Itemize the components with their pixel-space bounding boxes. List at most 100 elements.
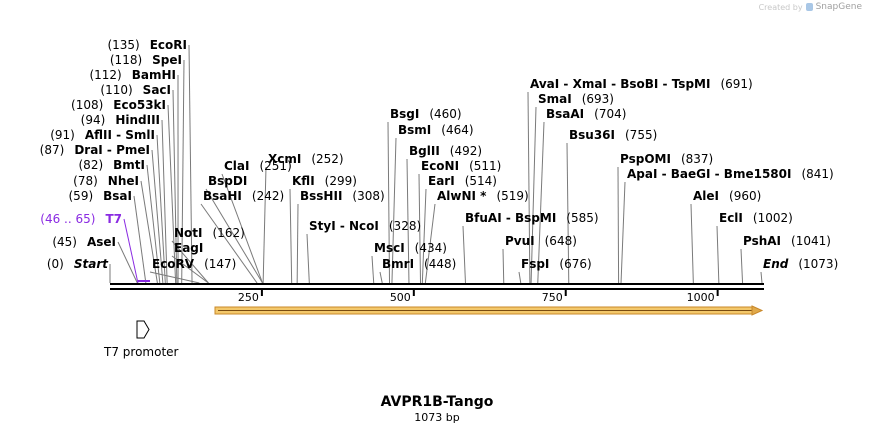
leader-line-bglii bbox=[406, 158, 410, 284]
site-name-bfuai[interactable]: BfuAI - BspMI bbox=[465, 211, 556, 225]
site-position-bmri: (448) bbox=[424, 257, 456, 271]
site-position-eco53ki: (108) bbox=[71, 98, 103, 112]
site-position-start: (0) bbox=[47, 257, 64, 271]
site-name-nhei[interactable]: NheI bbox=[108, 174, 139, 188]
site-name-bsahi[interactable]: BsaHI bbox=[203, 189, 242, 203]
ruler-label-750: 750 bbox=[542, 291, 563, 304]
t7-promoter-arrow[interactable] bbox=[136, 320, 150, 339]
leader-line-econi bbox=[418, 173, 422, 284]
leader-line-eagi bbox=[171, 255, 209, 284]
ruler-label-250: 250 bbox=[238, 291, 259, 304]
site-name-pshai[interactable]: PshAI bbox=[743, 234, 781, 248]
site-name-eagi[interactable]: EagI bbox=[174, 241, 203, 255]
leader-line-avai bbox=[527, 91, 531, 284]
site-name-aflii[interactable]: AflII - SmlI bbox=[85, 128, 155, 142]
leader-line-bsmi bbox=[391, 137, 397, 284]
site-position-alwni: (519) bbox=[496, 189, 528, 203]
ruler-tick-750 bbox=[564, 290, 567, 296]
site-name-bsai[interactable]: BsaI bbox=[103, 189, 132, 203]
site-position-bglii: (492) bbox=[450, 144, 482, 158]
site-name-saci[interactable]: SacI bbox=[143, 83, 171, 97]
site-name-ecli[interactable]: EclI bbox=[719, 211, 743, 225]
site-name-fspi[interactable]: FspI bbox=[521, 257, 549, 271]
leader-line-alwni bbox=[424, 203, 436, 284]
site-position-aflii: (91) bbox=[50, 128, 75, 142]
site-labels: (0) Start (45) AseI (46 .. 65) T7 (59) BsaI (78)… bbox=[40, 38, 839, 271]
construct-length: 1073 bp bbox=[414, 411, 460, 424]
site-name-bsshii[interactable]: BssHII bbox=[300, 189, 342, 203]
site-name-asei[interactable]: AseI bbox=[87, 235, 116, 249]
orf-arrow[interactable] bbox=[214, 305, 764, 316]
site-name-bmri[interactable]: BmrI bbox=[382, 257, 414, 271]
site-name-pspomi[interactable]: PspOMI bbox=[620, 152, 671, 166]
leader-line-xcmi bbox=[262, 166, 267, 284]
leader-line-saci bbox=[172, 89, 178, 284]
site-name-bspdi[interactable]: BspDI bbox=[208, 174, 247, 188]
site-name-alei[interactable]: AleI bbox=[693, 189, 719, 203]
leader-line-bsai bbox=[133, 195, 147, 284]
site-name-clai[interactable]: ClaI bbox=[224, 159, 249, 173]
leader-line-pshai bbox=[740, 248, 744, 284]
leader-line-drai bbox=[151, 149, 164, 284]
ruler-label-500: 500 bbox=[390, 291, 411, 304]
site-position-styi: (328) bbox=[389, 219, 421, 233]
site-name-drai[interactable]: DraI - PmeI bbox=[74, 143, 150, 157]
site-name-apai[interactable]: ApaI - BaeGI - Bme1580I bbox=[627, 167, 791, 181]
site-name-spei[interactable]: SpeI bbox=[152, 53, 182, 67]
ruler-tick-250 bbox=[260, 290, 263, 296]
site-position-bsaai: (704) bbox=[594, 107, 626, 121]
site-name-start[interactable]: Start bbox=[74, 257, 109, 271]
site-name-bamhi[interactable]: BamHI bbox=[132, 68, 176, 82]
ruler-ticks: 250 500 750 1000 bbox=[238, 290, 719, 304]
leader-line-nhei bbox=[140, 180, 158, 284]
leader-line-end bbox=[760, 271, 763, 284]
site-position-bfuai: (585) bbox=[566, 211, 598, 225]
site-position-pspomi: (837) bbox=[681, 152, 713, 166]
site-name-ecori[interactable]: EcoRI bbox=[150, 38, 187, 52]
leader-line-alei bbox=[690, 203, 694, 284]
site-position-bamhi: (112) bbox=[89, 68, 121, 82]
site-name-bsgi[interactable]: BsgI bbox=[390, 107, 419, 121]
site-name-hindiii[interactable]: HindIII bbox=[115, 113, 160, 127]
site-name-msci[interactable]: MscI bbox=[374, 241, 405, 255]
site-name-xcmi[interactable]: XcmI bbox=[268, 152, 301, 166]
construct-title: AVPR1B-Tango bbox=[380, 394, 494, 410]
site-position-ecli: (1002) bbox=[753, 211, 793, 225]
leader-line-hindiii bbox=[161, 119, 168, 284]
credit-brand: SnapGene bbox=[815, 2, 862, 12]
site-name-avai[interactable]: AvaI - XmaI - BsoBI - TspMI bbox=[530, 77, 710, 91]
ruler-tick-1000 bbox=[716, 290, 719, 296]
site-name-noti[interactable]: NotI bbox=[174, 226, 203, 240]
site-name-kfli[interactable]: KflI bbox=[292, 174, 315, 188]
site-name-smai[interactable]: SmaI bbox=[538, 92, 572, 106]
site-position-spei: (118) bbox=[110, 53, 142, 67]
site-position-t7: (46 .. 65) bbox=[40, 212, 95, 226]
site-position-bsgi: (460) bbox=[429, 107, 461, 121]
leader-line-noti bbox=[171, 240, 209, 284]
leader-line-ecori bbox=[188, 44, 193, 284]
site-name-styi[interactable]: StyI - NcoI bbox=[309, 219, 379, 233]
leader-line-clai bbox=[221, 173, 263, 284]
leader-line-smai bbox=[530, 106, 537, 284]
site-name-pvui[interactable]: PvuI bbox=[505, 234, 535, 248]
site-name-econi[interactable]: EcoNI bbox=[421, 159, 459, 173]
leader-lines bbox=[109, 44, 763, 284]
site-name-bsu36i[interactable]: Bsu36I bbox=[569, 128, 615, 142]
site-position-smai: (693) bbox=[582, 92, 614, 106]
site-name-bsaai[interactable]: BsaAI bbox=[546, 107, 584, 121]
site-name-alwni[interactable]: AlwNI * bbox=[437, 189, 487, 203]
site-name-end[interactable]: End bbox=[763, 257, 789, 271]
site-name-bmti[interactable]: BmtI bbox=[113, 158, 145, 172]
site-name-eco53ki[interactable]: Eco53kI bbox=[113, 98, 166, 112]
leader-line-ecorv bbox=[149, 271, 200, 284]
site-position-msci: (434) bbox=[415, 241, 447, 255]
leader-line-bfuai bbox=[462, 225, 466, 284]
site-name-ecorv[interactable]: EcoRV bbox=[152, 257, 195, 271]
site-name-bglii[interactable]: BglII bbox=[409, 144, 440, 158]
site-name-eari[interactable]: EarI bbox=[428, 174, 455, 188]
site-name-bsmi[interactable]: BsmI bbox=[398, 123, 431, 137]
leader-line-asei bbox=[117, 241, 138, 284]
leader-line-pspomi bbox=[617, 166, 620, 284]
site-name-t7[interactable]: T7 bbox=[105, 212, 122, 226]
